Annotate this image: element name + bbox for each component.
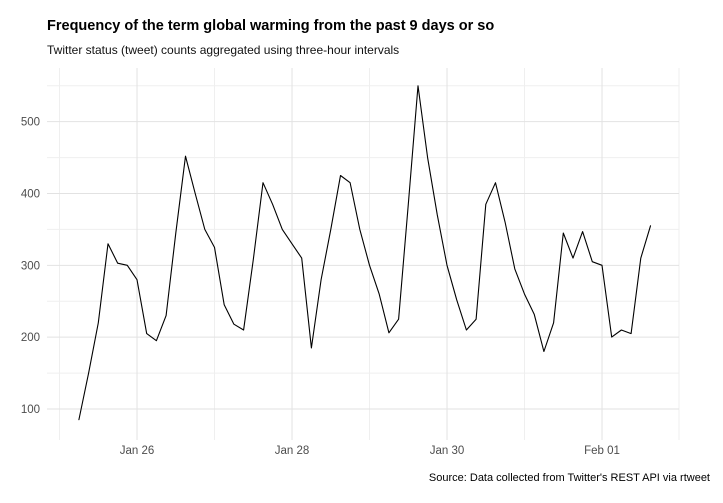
x-tick-label: Feb 01 bbox=[584, 445, 620, 457]
chart-subtitle: Twitter status (tweet) counts aggregated… bbox=[47, 43, 400, 57]
y-tick-label: 100 bbox=[21, 404, 40, 416]
x-tick-label: Jan 28 bbox=[275, 445, 310, 457]
x-tick-label: Jan 26 bbox=[120, 445, 155, 457]
chart-title: Frequency of the term global warming fro… bbox=[47, 18, 495, 34]
y-tick-label: 300 bbox=[21, 260, 40, 272]
y-tick-label: 500 bbox=[21, 117, 40, 129]
chart-caption: Source: Data collected from Twitter's RE… bbox=[428, 472, 710, 484]
data-line bbox=[78, 85, 652, 421]
x-tick-label: Jan 30 bbox=[430, 445, 465, 457]
y-tick-label: 200 bbox=[21, 332, 40, 344]
y-tick-label: 400 bbox=[21, 189, 40, 201]
